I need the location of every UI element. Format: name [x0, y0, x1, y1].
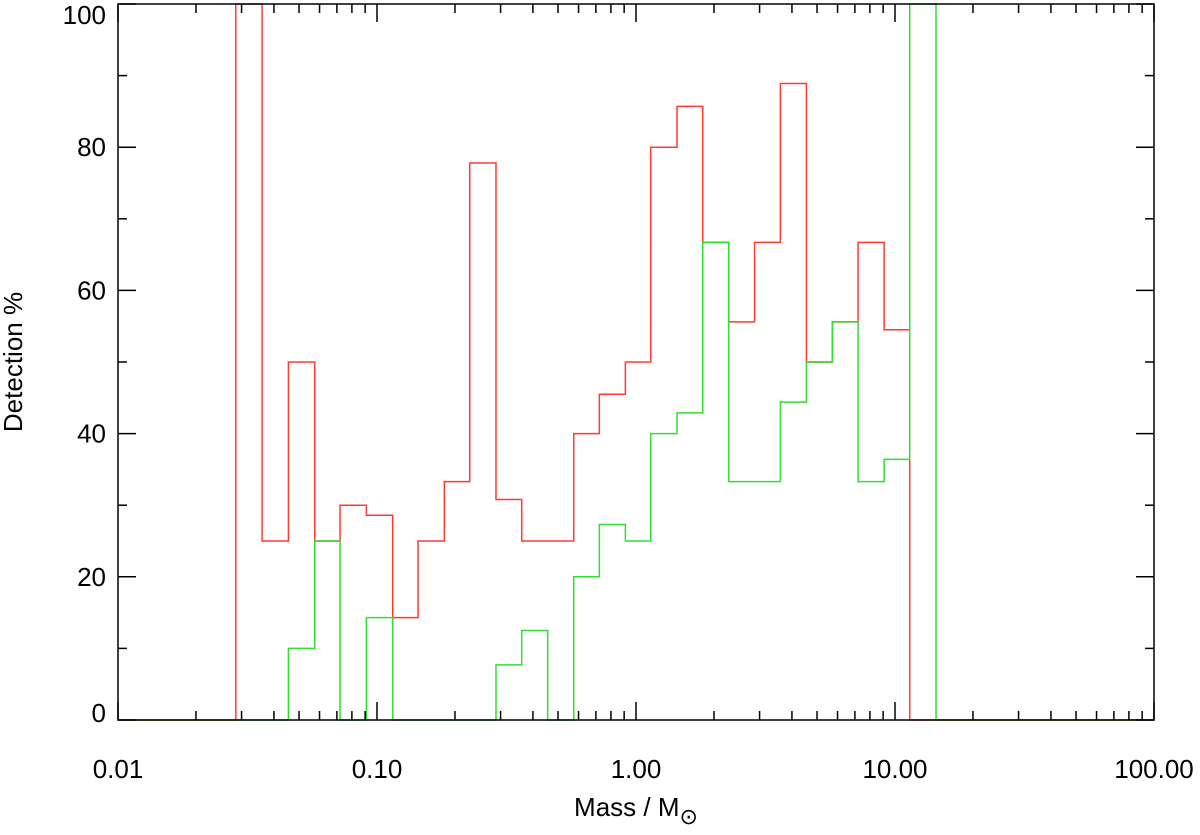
- tick-labels: 0.01 0.10 1.00 10.00 100.00 0 20 40 60 80 100: [63, 0, 1194, 784]
- x-tick-label: 0.01: [93, 754, 144, 784]
- x-axis-title-text: Mass / M: [574, 792, 679, 822]
- y-tick-label: 20: [77, 562, 106, 592]
- x-tick-label: 1.00: [611, 754, 662, 784]
- series-line-red: [118, 3, 1154, 721]
- x-axis-title: Mass / M⊙: [574, 792, 698, 829]
- x-tick-label: 100.00: [1114, 754, 1194, 784]
- x-axis-title-subscript: ⊙: [680, 804, 698, 829]
- ticks-layer: [117, 3, 1155, 721]
- y-tick-label: 100: [63, 0, 106, 30]
- series-layer: [118, 3, 1154, 721]
- x-tick-label: 0.10: [352, 754, 403, 784]
- series-line-green: [118, 3, 1154, 721]
- y-tick-label: 0: [92, 698, 106, 728]
- y-tick-label: 40: [77, 419, 106, 449]
- y-tick-label: 60: [77, 275, 106, 305]
- x-tick-label: 10.00: [862, 754, 927, 784]
- y-axis-title: Detection %: [0, 292, 28, 432]
- y-tick-label: 80: [77, 132, 106, 162]
